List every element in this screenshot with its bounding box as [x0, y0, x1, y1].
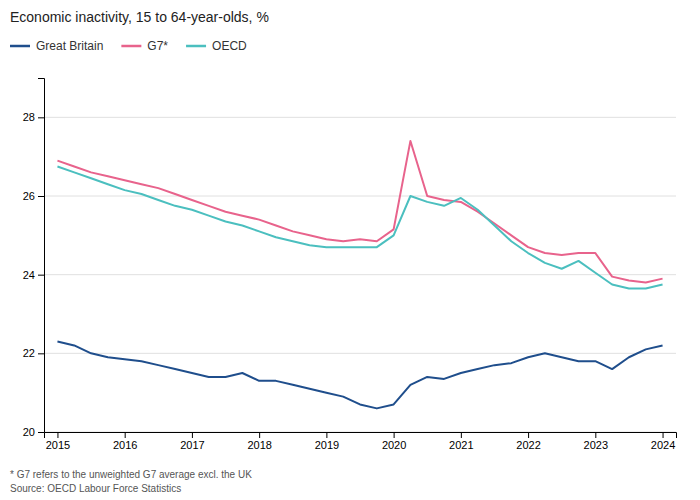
- line: [57, 141, 662, 283]
- tick-label: 28: [23, 111, 35, 123]
- tick-label: 2016: [113, 439, 137, 451]
- grid-line: [44, 196, 676, 197]
- tick-mark: [38, 117, 44, 118]
- legend-swatch: [121, 45, 141, 48]
- chart: 2015201620172018201920202021202220232024…: [0, 0, 700, 500]
- lines: [57, 141, 662, 408]
- tick-mark: [38, 196, 44, 197]
- tick-mark: [259, 432, 260, 438]
- grid: [44, 117, 676, 432]
- tick-label: 22: [23, 347, 35, 359]
- footnote: Source: OECD Labour Force Statistics: [10, 483, 181, 494]
- legend-item: OECD: [186, 39, 247, 53]
- tick-label: 2019: [315, 439, 339, 451]
- tick-label: 2021: [449, 439, 473, 451]
- legend-label: G7*: [147, 39, 168, 53]
- tick: 2017: [180, 432, 204, 451]
- grid-line: [44, 353, 676, 354]
- tick: 2024: [651, 432, 675, 451]
- grid-line: [44, 274, 676, 275]
- tick-mark: [38, 353, 44, 354]
- tick-label: 24: [23, 269, 35, 281]
- tick-label: 2024: [651, 439, 675, 451]
- tick-label: 2022: [516, 439, 540, 451]
- tick-label: 2018: [247, 439, 271, 451]
- tick-mark: [326, 432, 327, 438]
- axis-line: [38, 79, 45, 433]
- tick: 20: [23, 426, 44, 438]
- grid-line: [44, 117, 676, 118]
- tick-mark: [57, 432, 58, 438]
- tick-label: 26: [23, 190, 35, 202]
- tick: 24: [23, 269, 44, 281]
- tick: 2023: [584, 432, 608, 451]
- tick-label: 2023: [584, 439, 608, 451]
- tick: 2018: [247, 432, 271, 451]
- x-axis: 2015 2016 2017 2018 2019 2020 2021 2022 2023 2024: [45, 432, 677, 451]
- legend: Great Britain G7* OECD: [10, 39, 247, 53]
- tick-mark: [595, 432, 596, 438]
- tick-label: 2015: [46, 439, 70, 451]
- y-axis: 20 22 24 26 28: [23, 79, 45, 439]
- tick-mark: [38, 432, 44, 433]
- tick-label: 2017: [180, 439, 204, 451]
- legend-label: Great Britain: [36, 39, 103, 53]
- tick-mark: [38, 275, 44, 276]
- tick-mark: [192, 432, 193, 438]
- tick-mark: [528, 432, 529, 438]
- line: [57, 167, 662, 289]
- legend-swatch: [186, 45, 206, 48]
- tick: 2021: [449, 432, 473, 451]
- tick-mark: [394, 432, 395, 438]
- tick: 2022: [516, 432, 540, 451]
- tick: 26: [23, 190, 44, 202]
- tick: 2020: [382, 432, 406, 451]
- tick-mark: [461, 432, 462, 438]
- chart-container: 2015201620172018201920202021202220232024…: [0, 0, 700, 500]
- title: Economic inactivity, 15 to 64-year-olds,…: [10, 9, 269, 25]
- tick-label: 20: [23, 426, 35, 438]
- tick: 22: [23, 347, 44, 359]
- legend-item: Great Britain: [10, 39, 103, 53]
- tick: 28: [23, 111, 44, 123]
- legend-label: OECD: [212, 39, 247, 53]
- line: [57, 342, 662, 409]
- tick: 2019: [315, 432, 339, 451]
- tick-mark: [663, 432, 664, 438]
- legend-swatch: [10, 45, 30, 48]
- legend-item: G7*: [121, 39, 168, 53]
- tick: 2016: [113, 432, 137, 451]
- tick: 2015: [46, 432, 70, 451]
- tick-mark: [125, 432, 126, 438]
- footnote: * G7 refers to the unweighted G7 average…: [10, 469, 252, 480]
- axis-line: [45, 433, 677, 439]
- plot-area: 2015201620172018201920202021202220232024…: [23, 79, 677, 451]
- tick-label: 2020: [382, 439, 406, 451]
